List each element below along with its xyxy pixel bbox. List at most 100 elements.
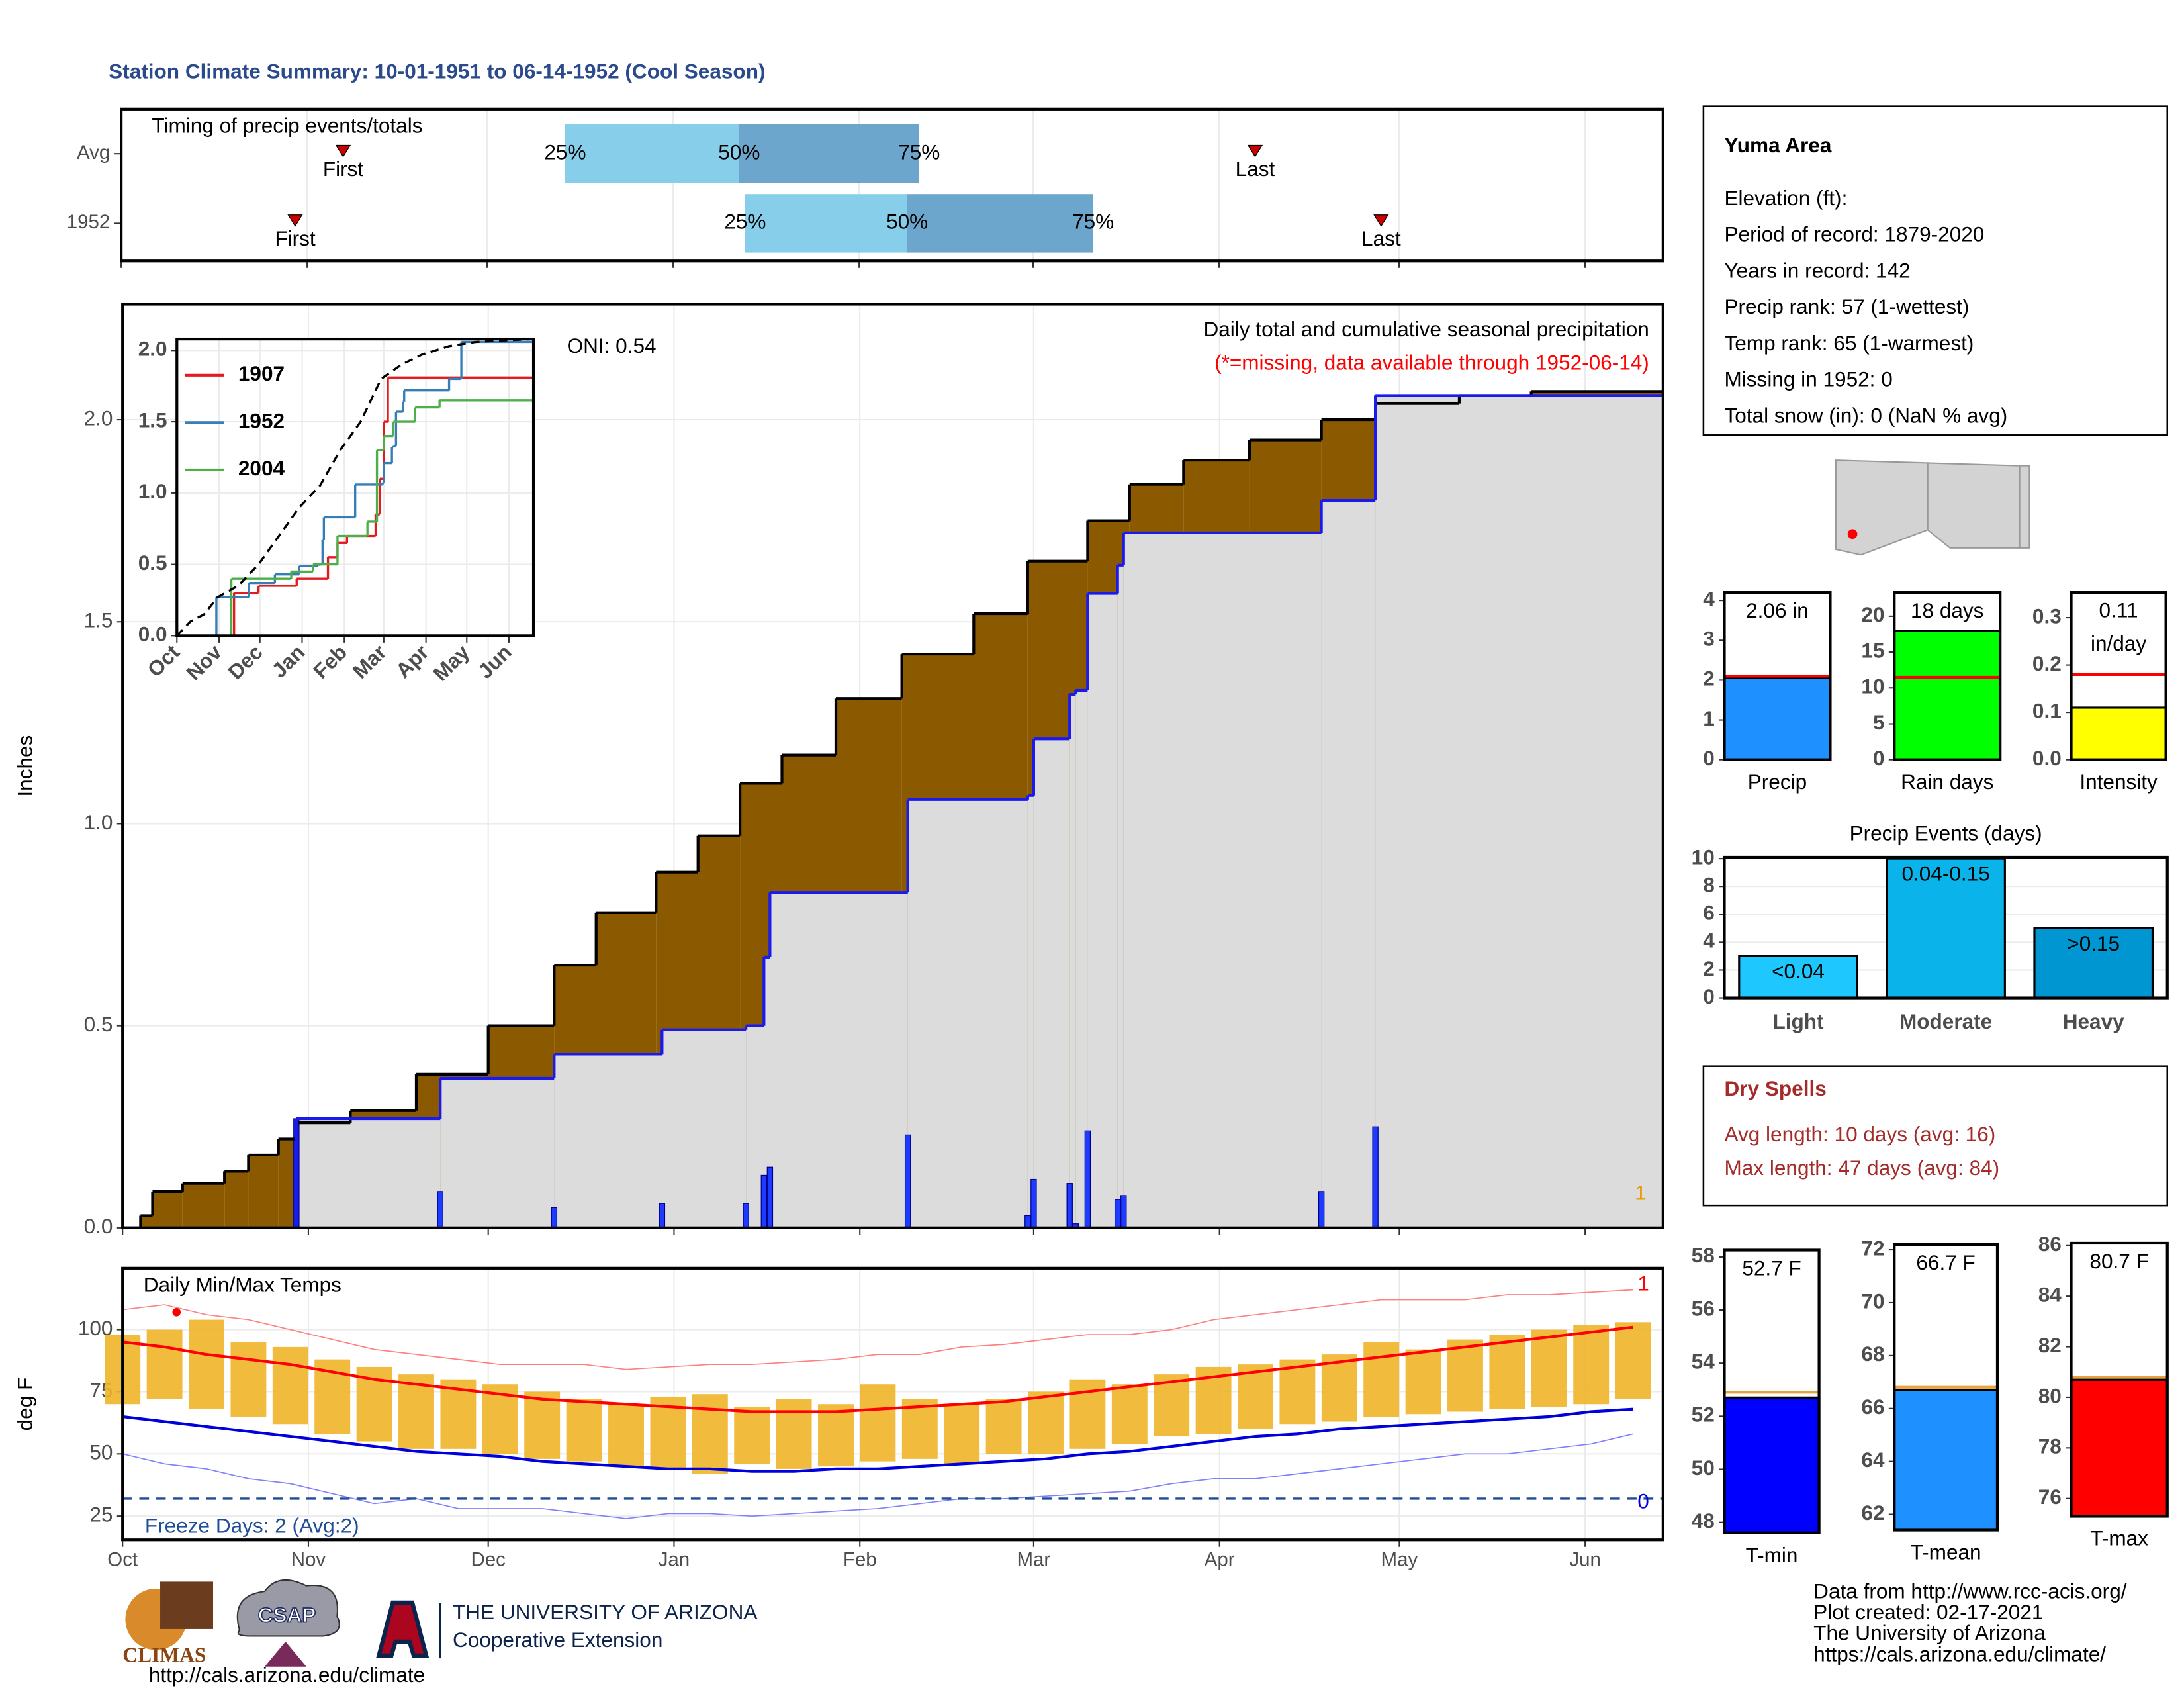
- x-tick-label: Jan: [659, 1549, 690, 1571]
- location-map: [1835, 459, 2030, 562]
- x-tick-label: Mar: [1017, 1549, 1051, 1571]
- plot-frame: [121, 303, 1664, 1229]
- y-tick-label: 0.5: [84, 1012, 113, 1036]
- y-tick-label: 4: [1703, 586, 1715, 610]
- category-label: T-max: [2090, 1526, 2148, 1550]
- bar: [1738, 955, 1858, 1000]
- station-line: Precip rank: 57 (1-wettest): [1724, 295, 1969, 318]
- daily-precip-bar: [1084, 1130, 1091, 1229]
- csap-mountain: [264, 1641, 307, 1667]
- quartile-label: 50%: [718, 140, 760, 164]
- y-tick-label: 62: [1861, 1501, 1884, 1524]
- x-tick-label: Apr: [1205, 1549, 1235, 1571]
- average-line: [176, 338, 534, 637]
- station-line: Temp rank: 65 (1-warmest): [1724, 331, 1974, 355]
- csap-url: http://cals.arizona.edu/climate: [149, 1663, 425, 1687]
- y-tick-label: 0.3: [2032, 604, 2062, 628]
- y-tick-label: 8: [1703, 873, 1715, 897]
- y-tick-label: 2: [1703, 667, 1715, 690]
- value-label: 18 days: [1911, 598, 1984, 622]
- temp-range-bar: [1363, 1342, 1400, 1417]
- event-label: Last: [1236, 157, 1275, 181]
- dry-spells-title: Dry Spells: [1724, 1076, 1826, 1100]
- station-box: [1702, 105, 2169, 436]
- cumulative-area: [907, 799, 1028, 1228]
- bar: [2070, 706, 2167, 761]
- y-tick-label: 82: [2038, 1333, 2062, 1357]
- quartile-label: 75%: [898, 140, 940, 164]
- temp-range-bar: [146, 1329, 183, 1399]
- temp-range-bar: [734, 1406, 770, 1464]
- y-tick-label: 58: [1692, 1243, 1715, 1267]
- cumulative-area: [1075, 690, 1088, 1228]
- csap-cloud: [236, 1579, 340, 1637]
- y-tick-label: 56: [1692, 1296, 1715, 1320]
- ua-logo: [376, 1600, 430, 1658]
- temp-range-bar: [1321, 1354, 1357, 1422]
- temp-range-bar: [1279, 1359, 1316, 1425]
- logos: CLIMAS CSAP http://cals.arizona.edu/clim…: [122, 1579, 757, 1687]
- station-line: Total snow (in): 0 (NaN % avg): [1724, 403, 2007, 427]
- category-label: Rain days: [1901, 770, 1993, 794]
- panel-title: Timing of precip events/totals: [152, 114, 422, 138]
- y-tick-label: 0.2: [2032, 651, 2062, 675]
- normal-max-line: [122, 1325, 1633, 1413]
- y-tick-label: 50: [89, 1440, 113, 1464]
- quartile-box: [565, 124, 739, 183]
- dry-spells-box: [1702, 1065, 2169, 1207]
- daily-precip-bar: [743, 1203, 749, 1229]
- x-tick-label: Nov: [291, 1549, 326, 1571]
- y-tick-label: 0.1: [2032, 698, 2062, 722]
- cumulative-area: [152, 1191, 183, 1228]
- extension-name: Cooperative Extension: [453, 1628, 662, 1652]
- plot-frame: [1723, 1248, 1821, 1534]
- footer-line: The University of Arizona: [1813, 1621, 2046, 1645]
- y-tick-label: 66: [1861, 1395, 1884, 1419]
- category-label: Heavy: [2063, 1009, 2124, 1033]
- daily-precip-bar: [760, 1174, 768, 1229]
- y-axis-label: deg F: [13, 1378, 36, 1431]
- plot-frame: [121, 1266, 1664, 1542]
- daily-precip-bar: [1066, 1183, 1073, 1229]
- x-tick-label: Jun: [1569, 1549, 1601, 1571]
- corner-count: 1: [1635, 1181, 1647, 1205]
- footer-line: https://cals.arizona.edu/climate/: [1813, 1642, 2106, 1665]
- cumulative-area: [1087, 593, 1118, 1228]
- event-label: Last: [1361, 226, 1401, 250]
- event-label: First: [323, 157, 364, 181]
- value-label: 80.7 F: [2089, 1249, 2148, 1273]
- value-label: 52.7 F: [1742, 1256, 1801, 1280]
- panel-title: Daily total and cumulative seasonal prec…: [1203, 317, 1649, 341]
- y-tick-label: 0: [1703, 984, 1715, 1008]
- daily-precip-bar: [904, 1134, 911, 1229]
- y-tick-label: 0: [1703, 746, 1715, 770]
- y-tick-label: 76: [2038, 1485, 2062, 1509]
- oni-label: ONI: 0.54: [567, 334, 657, 357]
- y-tick-label: 6: [1703, 901, 1715, 925]
- y-tick-label: 54: [1692, 1350, 1715, 1374]
- temp-range-bar: [1111, 1384, 1148, 1444]
- station-name: Yuma Area: [1724, 133, 1831, 157]
- bin-label: <0.04: [1772, 959, 1825, 983]
- temp-range-bar: [901, 1399, 938, 1459]
- y-tick-label: 10: [1861, 675, 1884, 698]
- temp-range-bar: [776, 1399, 812, 1469]
- y-tick-label: 68: [1861, 1342, 1884, 1366]
- map-state: [1835, 459, 1929, 556]
- cumulative-area: [1027, 795, 1034, 1228]
- quartile-label: 25%: [544, 140, 586, 164]
- temp-range-bar: [1154, 1374, 1190, 1437]
- y-tick-label: 10: [1692, 845, 1715, 868]
- cumulative-area: [1321, 500, 1376, 1228]
- plot-frame: [1723, 591, 1832, 761]
- quartile-box: [907, 194, 1093, 253]
- station-line: Period of record: 1879-2020: [1724, 222, 1984, 246]
- category-label: T-mean: [1911, 1540, 1981, 1564]
- station-lines: Elevation (ft): Period of record: 1879-20…: [1724, 186, 2007, 427]
- legend-label: 2004: [238, 456, 285, 480]
- daily-precip-bar: [766, 1166, 774, 1229]
- y-tick-label: 48: [1692, 1509, 1715, 1532]
- category-label: T-min: [1746, 1543, 1798, 1567]
- quartile-box: [739, 124, 919, 183]
